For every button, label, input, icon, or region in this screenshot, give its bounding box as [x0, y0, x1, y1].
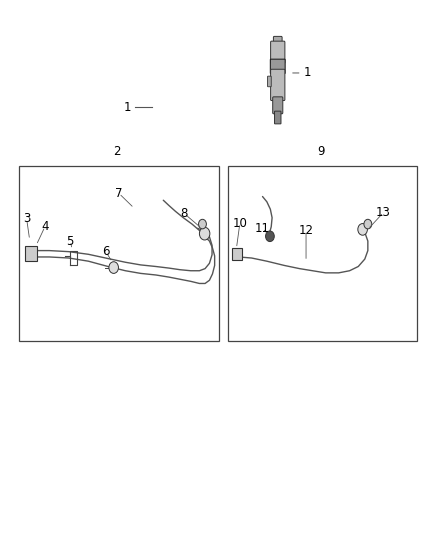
- Text: 11: 11: [255, 222, 270, 235]
- Circle shape: [364, 219, 372, 229]
- Text: 13: 13: [376, 206, 391, 219]
- Text: 5: 5: [67, 235, 74, 247]
- Bar: [232, 248, 242, 260]
- FancyBboxPatch shape: [273, 97, 283, 114]
- Circle shape: [265, 231, 274, 241]
- Text: 7: 7: [115, 187, 123, 200]
- Circle shape: [358, 223, 367, 235]
- Text: 1: 1: [124, 101, 131, 114]
- Text: 10: 10: [233, 216, 247, 230]
- Text: 2: 2: [113, 145, 120, 158]
- Text: 8: 8: [180, 207, 188, 220]
- Text: 6: 6: [102, 245, 110, 258]
- Text: 1: 1: [304, 67, 311, 79]
- Circle shape: [198, 219, 206, 229]
- Text: 4: 4: [41, 220, 49, 233]
- FancyBboxPatch shape: [273, 36, 282, 45]
- FancyBboxPatch shape: [268, 76, 271, 87]
- Bar: [19, 166, 219, 341]
- Text: 3: 3: [23, 212, 30, 225]
- Bar: [228, 166, 417, 341]
- Circle shape: [109, 262, 118, 273]
- FancyBboxPatch shape: [271, 69, 285, 101]
- Bar: [25, 246, 37, 261]
- FancyBboxPatch shape: [271, 41, 285, 63]
- Circle shape: [199, 227, 210, 240]
- Text: 9: 9: [318, 145, 325, 158]
- FancyBboxPatch shape: [270, 59, 285, 74]
- Text: 12: 12: [299, 224, 314, 237]
- FancyBboxPatch shape: [275, 111, 281, 124]
